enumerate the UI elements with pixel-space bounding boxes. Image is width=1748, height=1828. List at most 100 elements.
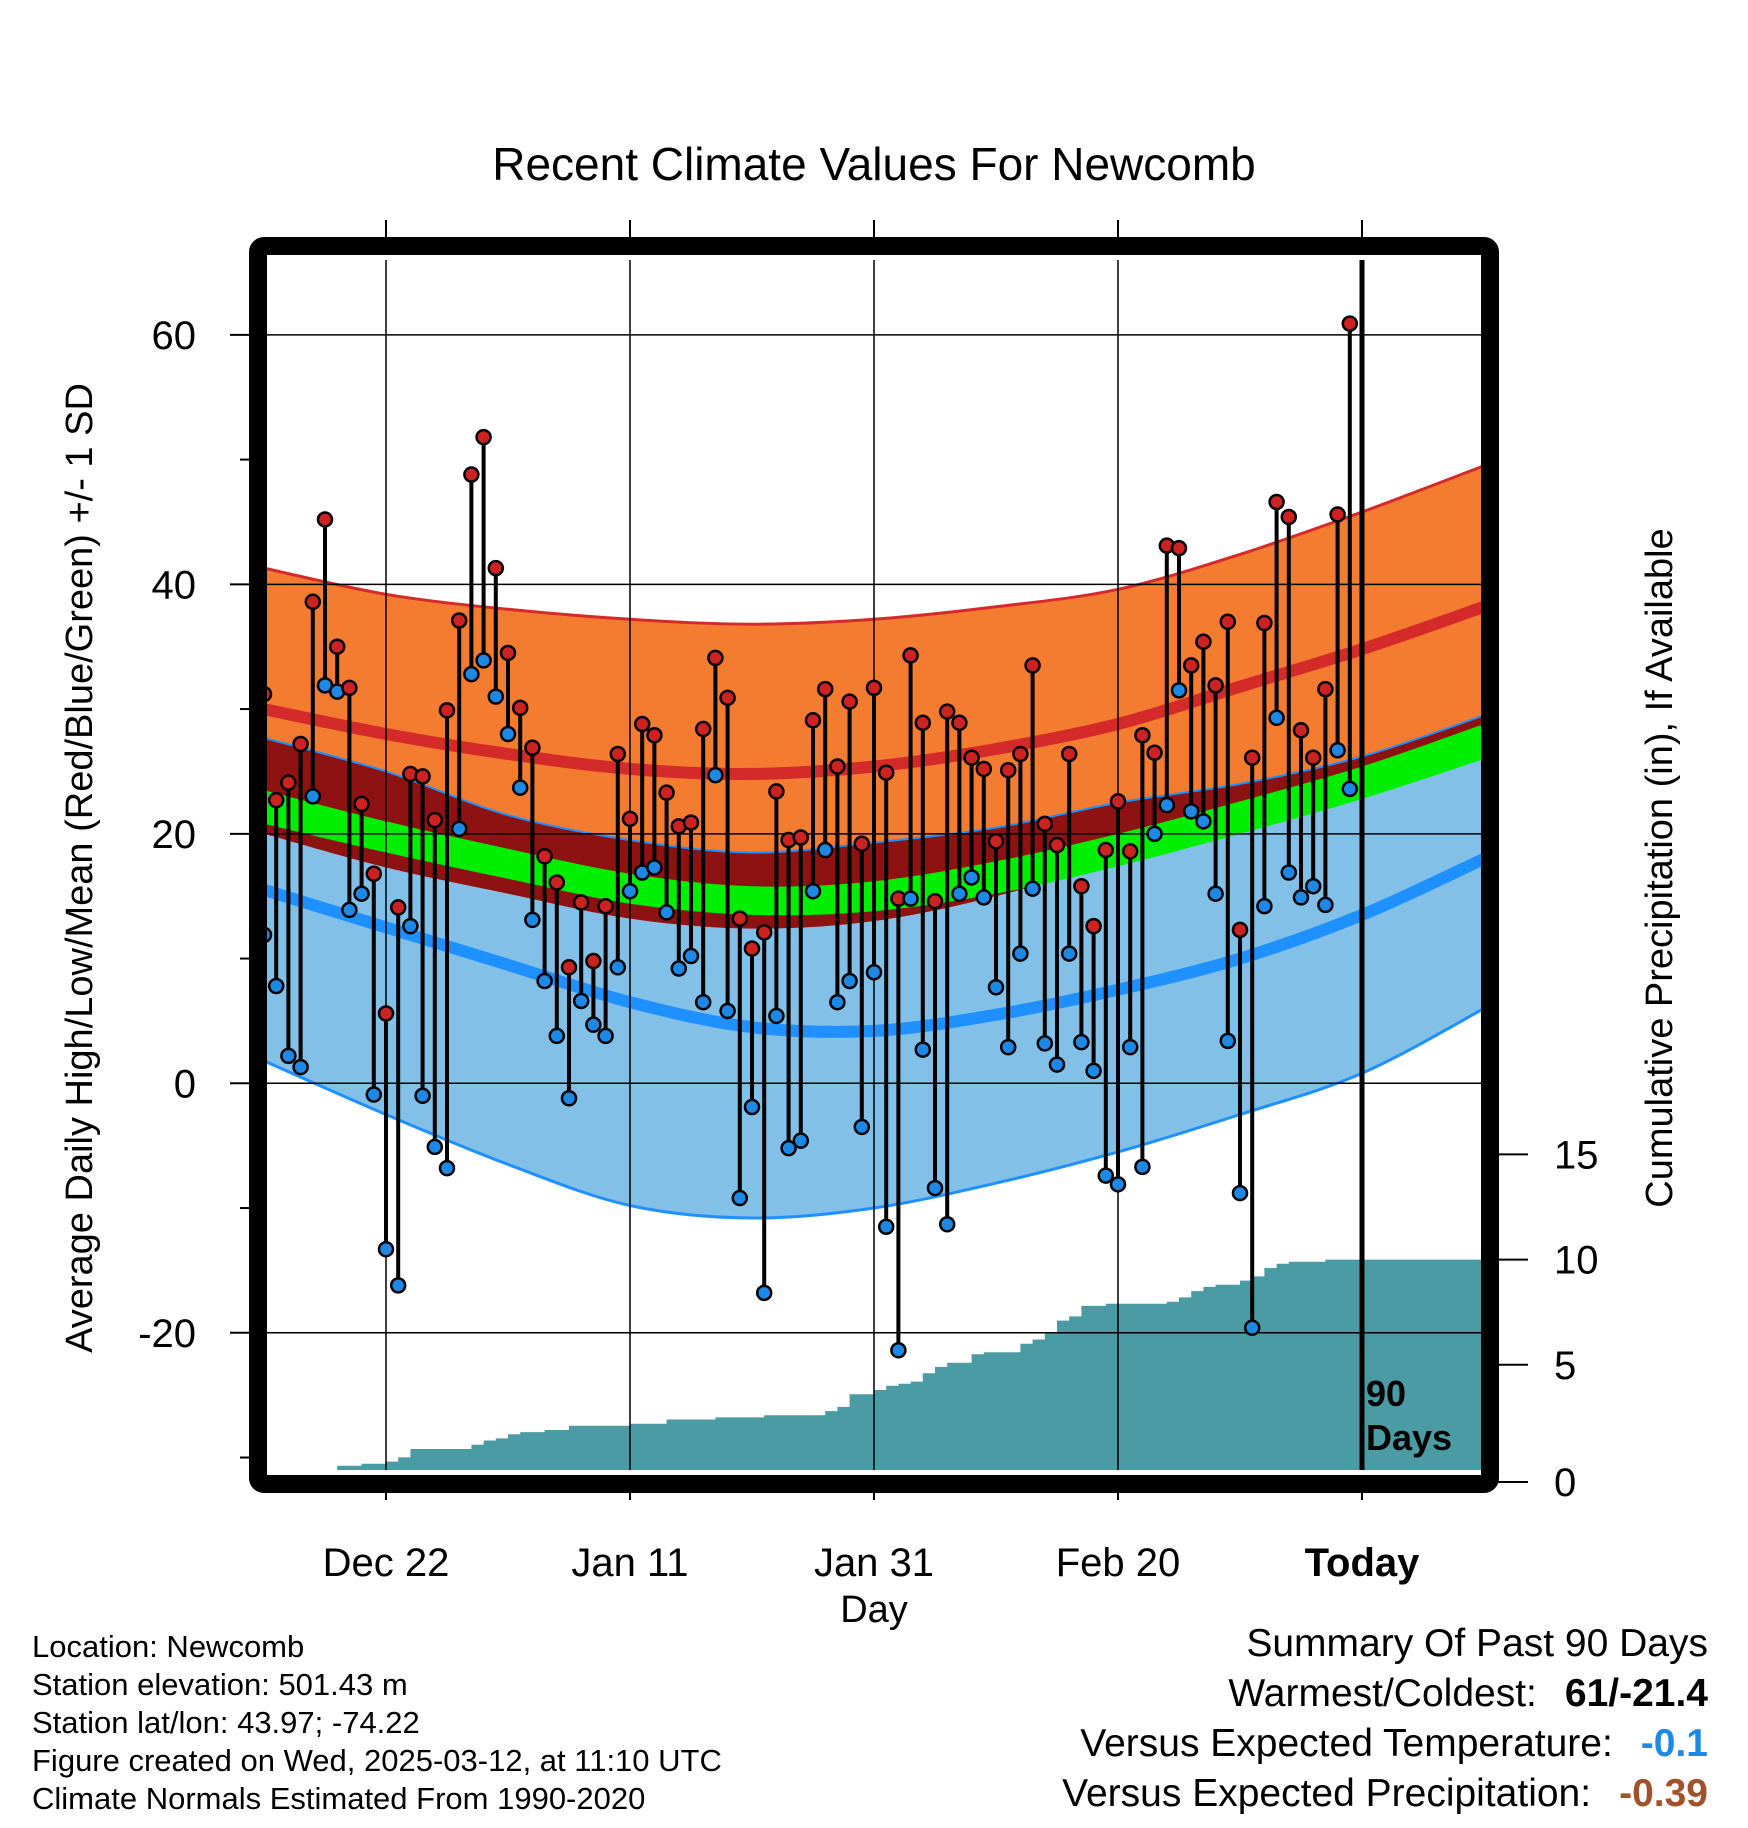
daily-high-point <box>682 814 700 831</box>
x-tick-label: Feb 20 <box>1056 1541 1181 1585</box>
daily-low-point <box>353 885 370 902</box>
created-text: Figure created on Wed, 2025-03-12, at 11… <box>32 1743 722 1778</box>
daily-low-point <box>280 1047 297 1065</box>
daily-low-point <box>438 1159 456 1177</box>
daily-high-point <box>1329 506 1346 523</box>
x-tick-label: Jan 11 <box>571 1541 688 1585</box>
summary-title: Summary Of Past 90 Days <box>1246 1622 1708 1665</box>
daily-low-point <box>1268 709 1285 727</box>
daily-high-point <box>707 649 724 667</box>
daily-high-point <box>341 679 358 697</box>
daily-low-point <box>548 1027 566 1045</box>
daily-low-point <box>1060 945 1078 962</box>
daily-low-point <box>511 779 529 796</box>
daily-low-point <box>414 1087 431 1105</box>
daily-low-point <box>914 1041 932 1058</box>
daily-low-point <box>1329 741 1346 759</box>
daily-low-point <box>1036 1035 1054 1052</box>
daily-high-point <box>621 810 639 828</box>
daily-high-point <box>865 679 883 697</box>
precip-anomaly-row: Versus Expected Precipitation: -0.39 <box>808 1772 1708 1822</box>
daily-low-point <box>1243 1319 1261 1337</box>
daily-high-point <box>731 910 749 927</box>
daily-low-point <box>585 1016 602 1033</box>
y-tick-label: 20 <box>152 813 197 857</box>
y-axis-title: Average Daily High/Low/Mean (Red/Blue/Gr… <box>59 383 101 1353</box>
daily-low-point <box>707 766 724 784</box>
daily-high-point <box>1219 613 1237 631</box>
daily-low-point <box>1170 682 1188 699</box>
daily-low-point <box>1207 885 1224 902</box>
daily-high-point <box>902 647 919 664</box>
daily-low-point <box>426 1138 444 1156</box>
daily-low-point <box>780 1139 797 1157</box>
daily-low-point <box>1304 877 1322 895</box>
precip-anomaly-value: -0.39 <box>1619 1772 1708 1815</box>
daily-high-point <box>743 940 761 957</box>
y-tick-label: 60 <box>152 314 197 358</box>
daily-low-point <box>609 959 627 976</box>
y-tick-label: -20 <box>138 1312 196 1356</box>
daily-low-point <box>463 665 480 683</box>
daily-high-point <box>1317 680 1334 698</box>
daily-low-point <box>389 1277 407 1294</box>
daily-high-point <box>1012 745 1029 763</box>
daily-high-point <box>597 897 614 915</box>
daily-low-point <box>890 1341 907 1359</box>
daily-low-point <box>841 972 858 990</box>
y2-tick-label: 5 <box>1554 1344 1576 1388</box>
daily-low-point <box>1085 1062 1102 1080</box>
daily-high-point <box>768 783 785 800</box>
latlon-text: Station lat/lon: 43.97; -74.22 <box>32 1705 420 1740</box>
daily-low-point <box>1012 945 1029 962</box>
daily-high-point <box>548 874 566 891</box>
daily-low-point <box>475 652 492 669</box>
daily-high-point <box>585 952 602 970</box>
daily-high-point <box>365 865 383 882</box>
daily-high-point <box>609 745 627 763</box>
daily-low-point <box>853 1118 871 1136</box>
daily-high-point <box>536 848 553 865</box>
daily-low-point <box>743 1098 761 1116</box>
daily-high-point <box>1048 836 1066 854</box>
daily-low-point <box>1024 880 1041 897</box>
daily-high-point <box>377 1005 395 1022</box>
daily-low-point <box>377 1240 395 1258</box>
temp-anomaly-label: Versus Expected Temperature: <box>1080 1722 1613 1765</box>
daily-high-point <box>829 758 846 775</box>
y2-axis-title: Cumulative Precipitation (in), If Availa… <box>1639 528 1681 1207</box>
daily-low-point <box>267 977 285 995</box>
daily-low-point <box>999 1038 1017 1056</box>
daily-high-point <box>1256 614 1273 632</box>
daily-low-point <box>926 1179 944 1197</box>
daily-low-point <box>1146 825 1163 843</box>
daily-low-point <box>658 904 675 921</box>
temp-anomaly-value: -0.1 <box>1640 1722 1708 1765</box>
daily-low-point <box>304 788 322 805</box>
daily-high-point <box>694 720 712 738</box>
summary-panel: Summary Of Past 90 Days Warmest/Coldest:… <box>808 1622 1708 1822</box>
daily-low-point <box>487 688 505 705</box>
daily-high-point <box>1280 508 1298 526</box>
daily-high-point <box>1060 745 1078 763</box>
y2-tick-label: 15 <box>1554 1133 1599 1177</box>
daily-high-point <box>1182 657 1200 674</box>
y2-axis: 0 5 10 15 <box>1498 1133 1599 1505</box>
daily-high-point <box>914 714 932 732</box>
daily-high-point <box>438 702 456 719</box>
daily-sticks <box>264 315 1359 1359</box>
temp-anomaly-row: Versus Expected Temperature: -0.1 <box>808 1722 1708 1772</box>
daily-high-point <box>1170 539 1188 557</box>
daily-high-point <box>1121 843 1139 860</box>
daily-high-point <box>853 835 871 853</box>
daily-high-point <box>1109 793 1127 810</box>
daily-low-point <box>536 972 553 990</box>
daily-low-point <box>792 1132 810 1149</box>
daily-low-point <box>975 889 993 906</box>
daily-high-point <box>646 727 663 744</box>
daily-high-point <box>316 511 334 528</box>
y-tick-label: 0 <box>174 1062 196 1106</box>
mean-sd-band <box>264 724 1484 916</box>
